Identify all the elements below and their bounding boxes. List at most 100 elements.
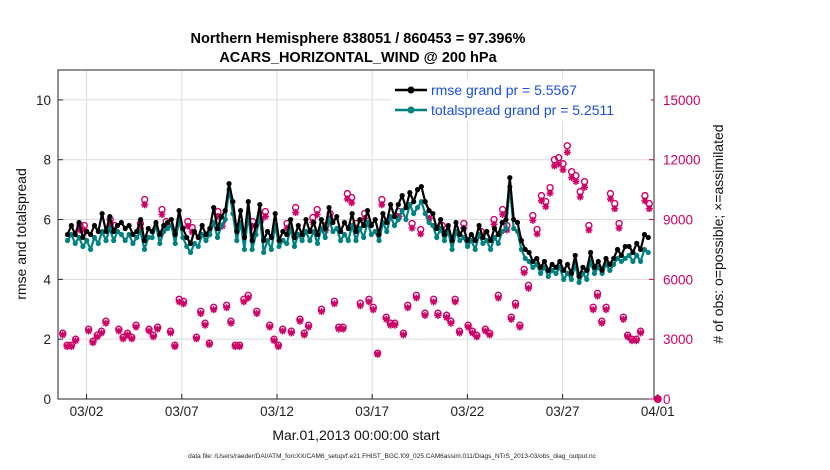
- data-point-totalspread: [376, 237, 382, 244]
- data-point-rmse: [399, 193, 405, 199]
- data-point-totalspread: [280, 237, 286, 244]
- obs-assimilated-marker: [274, 343, 282, 351]
- data-point-totalspread: [518, 246, 524, 253]
- data-point-rmse: [337, 228, 344, 235]
- data-point-rmse: [526, 249, 532, 256]
- obs-assimilated-marker: [158, 211, 166, 219]
- data-point-rmse: [157, 231, 163, 238]
- data-point-rmse: [599, 267, 605, 273]
- data-point-rmse: [353, 228, 359, 235]
- data-point-rmse: [299, 231, 305, 238]
- data-point-totalspread: [511, 225, 517, 232]
- obs-assimilated-marker: [494, 294, 502, 302]
- data-point-totalspread: [141, 246, 148, 253]
- y2-tick-label: 3000: [663, 332, 693, 347]
- data-point-totalspread: [191, 240, 198, 247]
- series: [64, 175, 651, 285]
- data-point-totalspread: [576, 279, 582, 285]
- data-point-totalspread: [626, 252, 632, 259]
- data-point-rmse: [345, 225, 351, 232]
- data-point-rmse: [272, 210, 278, 217]
- data-point-rmse: [249, 237, 255, 244]
- obs-assimilated-marker: [330, 300, 338, 308]
- data-point-rmse: [561, 267, 567, 273]
- data-point-totalspread: [122, 237, 128, 244]
- obs-assimilated-marker: [374, 350, 382, 358]
- obs-assimilated-marker: [542, 203, 550, 211]
- data-point-rmse: [453, 219, 459, 226]
- obs-assimilated-marker: [546, 189, 554, 197]
- data-point-rmse: [295, 222, 301, 229]
- data-point-rmse: [553, 264, 559, 270]
- obs-assimilated-marker: [408, 224, 416, 232]
- y-tick-label: 0: [43, 392, 51, 407]
- data-point-totalspread: [618, 258, 624, 265]
- obs-assimilated-marker: [455, 329, 463, 337]
- x-tick-label: 03/17: [355, 404, 389, 419]
- data-point-rmse: [514, 219, 521, 226]
- data-point-rmse: [603, 255, 609, 262]
- data-point-rmse: [276, 237, 282, 244]
- data-point-totalspread: [414, 204, 421, 211]
- data-point-totalspread: [522, 255, 528, 262]
- data-point-totalspread: [211, 219, 217, 226]
- data-point-totalspread: [634, 252, 640, 259]
- obs-assimilated-marker: [516, 323, 524, 331]
- data-point-totalspread: [395, 216, 401, 223]
- data-point-totalspread: [72, 240, 78, 247]
- data-point-rmse: [361, 222, 367, 229]
- data-point-rmse: [364, 207, 371, 214]
- y-tick-label: 8: [43, 153, 51, 168]
- data-point-totalspread: [284, 240, 290, 247]
- obs-assimilated-marker: [486, 331, 494, 339]
- data-point-totalspread: [464, 243, 471, 250]
- data-file-footer: data file: /Users/raeder/DAI/ATM_forcXX/…: [188, 453, 597, 460]
- obs-assimilated-marker: [339, 325, 347, 333]
- data-point-rmse: [184, 234, 190, 241]
- data-point-rmse: [461, 225, 467, 232]
- data-point-rmse: [237, 207, 244, 214]
- data-point-rmse: [357, 216, 363, 223]
- data-point-rmse: [622, 243, 628, 250]
- data-point-totalspread: [641, 246, 648, 253]
- data-point-totalspread: [495, 240, 501, 247]
- data-point-rmse: [391, 213, 398, 220]
- obs-assimilated-marker: [533, 230, 541, 238]
- data-point-rmse: [107, 213, 113, 220]
- data-point-rmse: [499, 219, 505, 226]
- data-point-rmse: [126, 222, 132, 229]
- legend-box: [391, 79, 651, 121]
- data-point-rmse: [441, 231, 448, 238]
- data-point-totalspread: [299, 237, 305, 244]
- data-point-totalspread: [645, 249, 651, 256]
- data-point-totalspread: [449, 246, 455, 253]
- data-point-rmse: [84, 228, 90, 235]
- data-point-totalspread: [195, 243, 201, 250]
- data-point-totalspread: [345, 237, 351, 244]
- data-point-totalspread: [134, 234, 140, 241]
- obs-assimilated-marker: [128, 335, 136, 343]
- data-point-rmse: [245, 199, 251, 205]
- data-point-rmse: [234, 228, 240, 235]
- obs-possible-marker: [653, 395, 662, 403]
- data-point-rmse: [141, 237, 148, 244]
- data-point-totalspread: [218, 222, 224, 229]
- data-point-rmse: [576, 273, 582, 279]
- obs-assimilated-marker: [611, 205, 619, 213]
- obs-assimilated-marker: [227, 319, 235, 327]
- obs-assimilated-marker: [417, 230, 425, 238]
- data-point-rmse: [334, 213, 340, 220]
- data-point-rmse: [176, 207, 182, 214]
- data-point-rmse: [349, 210, 355, 217]
- obs-assimilated-marker: [292, 209, 300, 217]
- data-point-rmse: [487, 237, 494, 244]
- data-point-rmse: [230, 199, 236, 205]
- obs-assimilated-marker: [499, 211, 507, 219]
- data-point-rmse: [445, 222, 451, 229]
- data-point-totalspread: [207, 231, 213, 238]
- data-point-rmse: [580, 264, 586, 270]
- data-point-rmse: [72, 231, 78, 238]
- data-point-totalspread: [418, 199, 424, 205]
- data-point-rmse: [307, 228, 313, 235]
- data-point-rmse: [518, 237, 524, 244]
